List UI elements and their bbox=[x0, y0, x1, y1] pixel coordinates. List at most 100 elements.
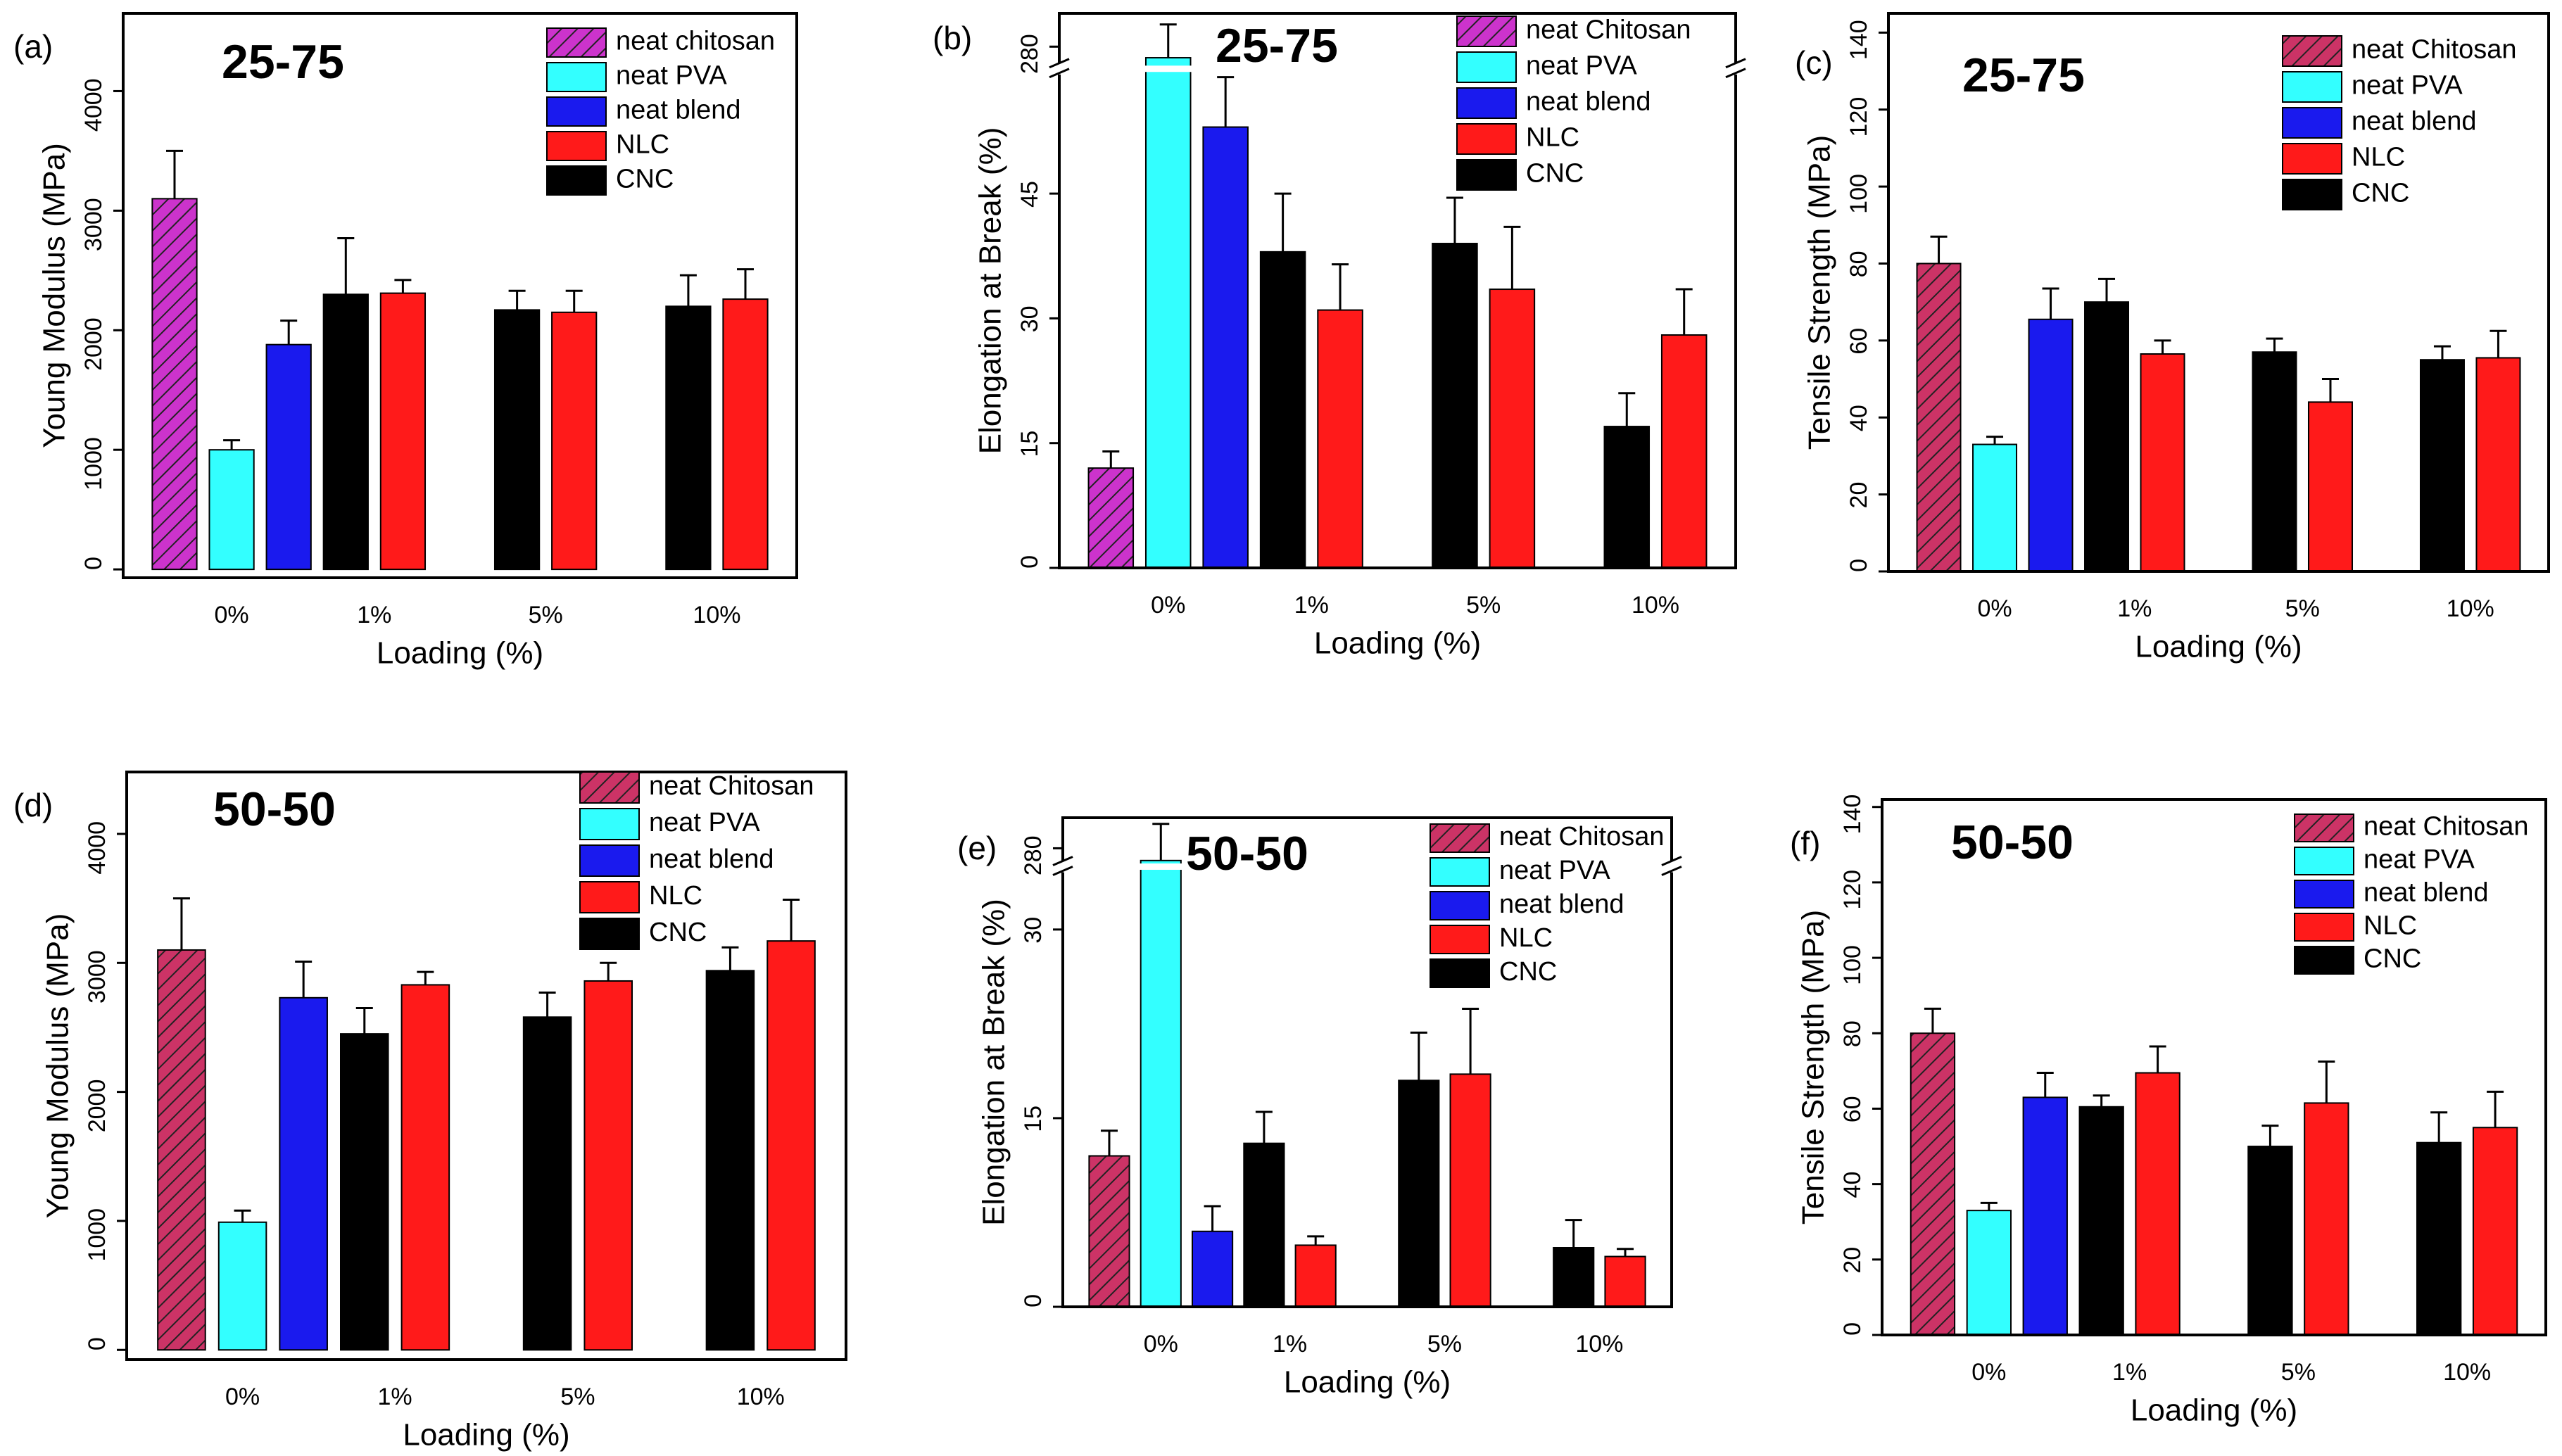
y-tick-label: 20 bbox=[1845, 482, 1872, 509]
legend-swatch bbox=[579, 771, 640, 804]
error-bar bbox=[234, 1209, 251, 1222]
legend-swatch bbox=[1430, 857, 1490, 887]
bar bbox=[1972, 443, 2018, 572]
legend-swatch bbox=[1430, 823, 1490, 853]
bar bbox=[1202, 126, 1249, 569]
x-axis-label: Loading (%) bbox=[2135, 630, 2302, 664]
error-bar bbox=[1924, 1007, 1941, 1034]
legend-swatch bbox=[546, 96, 607, 127]
legend-swatch bbox=[2294, 814, 2354, 842]
bar bbox=[1916, 262, 1962, 572]
bar bbox=[1553, 1247, 1595, 1308]
error-bar bbox=[2036, 1072, 2054, 1098]
legend-label: neat blend bbox=[2352, 107, 2477, 137]
y-tick-label: 3000 bbox=[84, 950, 111, 1004]
y-tick-label: 60 bbox=[1839, 1096, 1866, 1122]
legend-label: neat blend bbox=[616, 96, 741, 125]
bar bbox=[583, 980, 633, 1351]
legend-label: neat Chitosan bbox=[1526, 15, 1691, 45]
bar bbox=[322, 293, 369, 571]
error-bar bbox=[1675, 288, 1693, 336]
legend-swatch bbox=[2282, 107, 2342, 139]
y-tick-label: 80 bbox=[1839, 1020, 1866, 1047]
error-bar bbox=[2321, 378, 2339, 403]
panel: 0 1000 2000 3000 4000 0% 1% 5% 10% Loading (%) You… bbox=[13, 771, 847, 1452]
x-axis-label: Loading (%) bbox=[2131, 1393, 2297, 1428]
bar bbox=[1087, 467, 1135, 569]
x-tick-label: 5% bbox=[560, 1384, 595, 1410]
error-bar bbox=[2261, 1125, 2279, 1147]
bar bbox=[265, 343, 312, 571]
legend-label: NLC bbox=[2364, 911, 2417, 941]
bar bbox=[551, 311, 598, 571]
error-bar bbox=[1503, 225, 1521, 290]
legend-label: neat PVA bbox=[649, 808, 760, 837]
error-bar bbox=[1159, 23, 1177, 58]
y-tick-label: 3000 bbox=[80, 198, 107, 251]
y-axis-label: Tensile Strength (MPa) bbox=[1803, 135, 1837, 450]
error-bar bbox=[2430, 1111, 2448, 1143]
x-tick-label: 10% bbox=[1575, 1331, 1623, 1357]
legend-label: neat blend bbox=[1499, 890, 1624, 919]
x-tick-label: 0% bbox=[225, 1384, 260, 1410]
y-tick-label: 2000 bbox=[84, 1080, 111, 1133]
error-bar bbox=[565, 289, 583, 312]
x-tick-label: 0% bbox=[1977, 595, 2012, 622]
bar bbox=[1243, 1142, 1285, 1308]
legend-swatch bbox=[1456, 123, 1517, 155]
error-bar bbox=[1102, 450, 1120, 469]
legend-swatch bbox=[1430, 925, 1490, 954]
y-tick-label: 0 bbox=[1020, 1294, 1047, 1308]
bar bbox=[340, 1033, 389, 1351]
bar bbox=[279, 996, 328, 1351]
error-bar bbox=[417, 970, 434, 985]
y-tick-label: 1000 bbox=[80, 437, 107, 490]
x-tick-label: 0% bbox=[1151, 592, 1185, 619]
legend-swatch bbox=[1456, 159, 1517, 191]
error-bar bbox=[2490, 329, 2507, 358]
error-bar bbox=[1618, 392, 1636, 427]
plot-frame bbox=[1881, 798, 2547, 1336]
x-axis-label: Loading (%) bbox=[1284, 1365, 1451, 1400]
x-axis-label: Loading (%) bbox=[1314, 626, 1481, 661]
bar bbox=[2416, 1141, 2462, 1336]
plot-frame bbox=[1058, 12, 1737, 569]
error-bar bbox=[1204, 1205, 1221, 1232]
x-tick-label: 10% bbox=[2443, 1359, 2491, 1386]
y-tick-label: 30 bbox=[1016, 305, 1043, 332]
error-bar bbox=[783, 898, 800, 942]
error-bar bbox=[2042, 287, 2059, 319]
x-tick-label: 5% bbox=[2281, 1359, 2316, 1386]
bar bbox=[1088, 1155, 1130, 1308]
axis-break bbox=[1052, 856, 1073, 876]
error-bar bbox=[394, 279, 412, 293]
x-tick-label: 5% bbox=[529, 602, 563, 628]
legend-label: neat chitosan bbox=[616, 27, 775, 56]
legend-label: neat PVA bbox=[2352, 71, 2463, 101]
legend-label: neat blend bbox=[2364, 878, 2489, 908]
y-tick-label: 280 bbox=[1016, 34, 1043, 74]
y-axis-label: Young Modulus (MPa) bbox=[41, 913, 75, 1219]
error-bar bbox=[1100, 1129, 1118, 1156]
y-tick-label: 40 bbox=[1845, 405, 1872, 431]
bar bbox=[1449, 1073, 1491, 1308]
y-tick-label: 15 bbox=[1020, 1106, 1047, 1132]
y-tick-label: 30 bbox=[1020, 917, 1047, 944]
error-bar bbox=[223, 439, 241, 450]
panel-label: (d) bbox=[13, 787, 53, 823]
error-bar bbox=[721, 946, 739, 971]
legend-swatch bbox=[579, 844, 640, 877]
y-tick-label: 40 bbox=[1839, 1172, 1866, 1198]
legend-swatch bbox=[546, 165, 607, 196]
error-bar bbox=[508, 289, 526, 310]
bar bbox=[2252, 351, 2297, 572]
bar bbox=[493, 309, 541, 571]
bar bbox=[705, 970, 755, 1351]
legend-swatch bbox=[1456, 51, 1517, 83]
error-bar bbox=[172, 897, 190, 950]
chart-title: 25-75 bbox=[1216, 19, 1338, 72]
y-tick-label: 1000 bbox=[84, 1208, 111, 1262]
y-tick-label: 4000 bbox=[84, 821, 111, 875]
legend-label: neat PVA bbox=[1499, 856, 1610, 885]
